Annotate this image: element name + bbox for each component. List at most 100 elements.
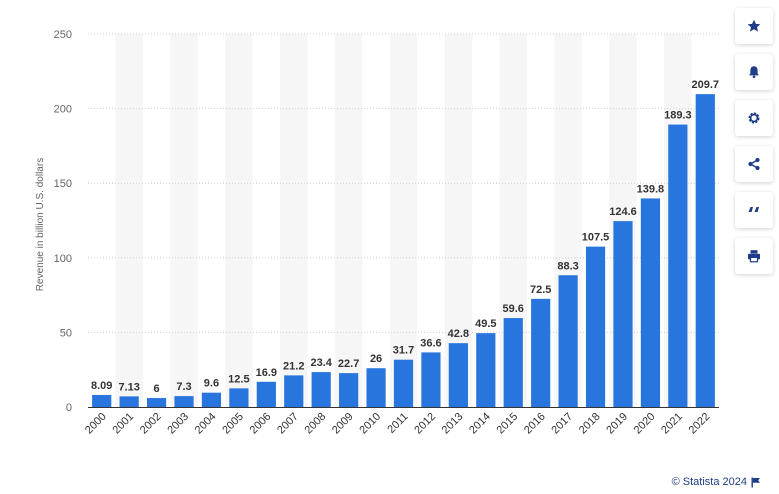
y-tick-label: 200 — [54, 104, 72, 116]
x-tick-label: 2021 — [659, 411, 685, 437]
x-axis-ticks: 2000 2001 2002 2003 2004 2005 2006 2007 2008 2009… — [83, 411, 712, 437]
bell-icon — [749, 66, 759, 79]
bar-2005[interactable] — [229, 388, 249, 407]
bar-2013[interactable] — [448, 343, 468, 407]
x-tick-label: 2014 — [467, 411, 493, 437]
bar-2008[interactable] — [311, 372, 331, 407]
x-tick-label: 2018 — [577, 411, 603, 437]
quote-icon — [748, 207, 759, 212]
data-label: 124.6 — [609, 206, 637, 218]
data-label: 209.7 — [692, 79, 720, 91]
x-tick-label: 2016 — [522, 411, 548, 437]
y-tick-label: 50 — [60, 327, 72, 339]
x-tick-label: 2000 — [83, 411, 109, 437]
x-tick-label: 2002 — [138, 411, 164, 437]
y-axis-ticks: 0 50 100 150 200 250 — [54, 29, 72, 414]
x-tick-label: 2005 — [220, 411, 246, 437]
bar-2021[interactable] — [668, 124, 688, 408]
bar-2003[interactable] — [174, 396, 194, 407]
data-label: 9.6 — [204, 378, 219, 390]
data-label: 36.6 — [420, 337, 441, 349]
band-2011 — [389, 34, 418, 407]
bar-2014[interactable] — [476, 333, 496, 407]
y-tick-label: 250 — [54, 29, 72, 41]
band-2009 — [334, 34, 363, 407]
x-tick-label: 2010 — [357, 411, 383, 437]
star-button[interactable] — [735, 8, 773, 44]
band-2007 — [280, 34, 308, 407]
x-tick-label: 2006 — [248, 411, 274, 437]
data-label: 12.5 — [228, 373, 249, 385]
bar-2020[interactable] — [640, 198, 661, 407]
gear-icon — [748, 112, 760, 124]
bar-2006[interactable] — [256, 381, 276, 407]
x-tick-label: 2019 — [604, 411, 630, 437]
data-label: 8.09 — [91, 380, 112, 392]
toolbar — [735, 8, 773, 284]
bar-2012[interactable] — [421, 352, 441, 407]
data-label: 42.8 — [448, 328, 469, 340]
x-tick-label: 2007 — [275, 411, 301, 437]
data-label: 139.8 — [637, 183, 665, 195]
bar-2019[interactable] — [613, 221, 633, 407]
flag-icon — [751, 477, 760, 487]
y-tick-label: 100 — [54, 253, 72, 265]
bar-2009[interactable] — [339, 373, 359, 407]
bar-2010[interactable] — [366, 368, 386, 407]
x-tick-label: 2004 — [193, 411, 219, 437]
x-tick-label: 2012 — [412, 411, 438, 437]
bar-2017[interactable] — [558, 275, 578, 407]
data-labels: 8.09 7.13 6 7.3 9.6 12.5 16.9 21.2 23.4 22.7 26 31.… — [91, 79, 719, 395]
bar-2018[interactable] — [585, 246, 606, 407]
bar-2007[interactable] — [284, 375, 304, 407]
data-label: 88.3 — [557, 260, 578, 272]
x-tick-label: 2017 — [549, 411, 575, 437]
share-icon — [748, 157, 760, 171]
bar-2015[interactable] — [503, 318, 523, 407]
data-label: 16.9 — [256, 367, 277, 379]
data-label: 26 — [370, 353, 382, 365]
bar-2022[interactable] — [695, 94, 715, 408]
bars — [92, 94, 715, 408]
print-button[interactable] — [735, 238, 773, 274]
data-label: 49.5 — [475, 318, 496, 330]
data-label: 72.5 — [530, 284, 551, 296]
bar-chart: 0 50 100 150 200 250 8.09 7.13 6 7.3 9.6 12.5 16.9 2… — [35, 29, 719, 437]
x-tick-label: 2008 — [303, 411, 329, 437]
band-2005 — [225, 34, 253, 407]
band-2001 — [115, 34, 143, 407]
settings-button[interactable] — [735, 100, 773, 136]
notification-button[interactable] — [735, 54, 773, 90]
data-label: 31.7 — [393, 345, 414, 357]
bar-2004[interactable] — [201, 392, 222, 407]
bar-2011[interactable] — [393, 359, 414, 407]
bar-2016[interactable] — [531, 298, 551, 407]
data-label: 7.13 — [118, 381, 139, 393]
data-label: 23.4 — [310, 357, 332, 369]
data-label: 189.3 — [664, 110, 692, 122]
x-tick-label: 2015 — [495, 411, 521, 437]
credit-text: © Statista 2024 — [671, 476, 747, 488]
cite-button[interactable] — [735, 192, 773, 228]
data-label: 107.5 — [582, 232, 610, 244]
x-tick-label: 2013 — [440, 411, 466, 437]
x-tick-label: 2022 — [687, 411, 713, 437]
statista-credit[interactable]: © Statista 2024 — [672, 476, 761, 488]
data-label: 22.7 — [338, 358, 359, 370]
share-button[interactable] — [735, 146, 773, 182]
band-2003 — [170, 34, 198, 407]
y-tick-label: 150 — [54, 178, 72, 190]
data-label: 6 — [154, 383, 160, 395]
star-icon — [747, 19, 761, 32]
bar-2002[interactable] — [146, 398, 167, 407]
data-label: 7.3 — [176, 381, 191, 393]
x-tick-label: 2001 — [110, 411, 136, 437]
x-tick-label: 2011 — [385, 411, 410, 436]
bar-2001[interactable] — [119, 396, 139, 407]
print-icon — [748, 250, 760, 263]
data-label: 21.2 — [283, 360, 304, 372]
x-tick-label: 2003 — [165, 411, 191, 437]
bar-2000[interactable] — [92, 394, 112, 407]
data-label: 59.6 — [503, 303, 524, 315]
y-axis-label: Revenue in billion U.S. dollars — [35, 158, 46, 291]
